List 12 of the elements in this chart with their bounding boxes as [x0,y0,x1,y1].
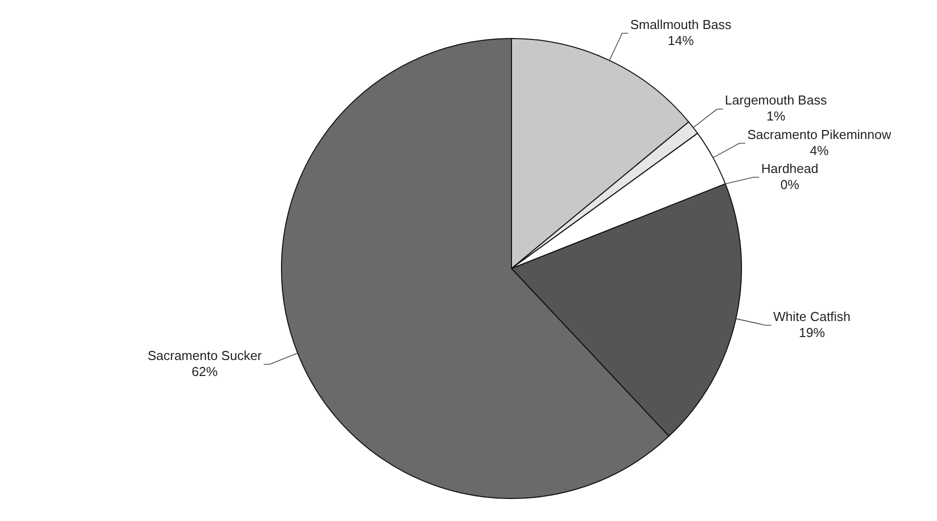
data-label: 62% [192,364,218,379]
slice-label: Sacramento Pikeminnow [747,126,892,142]
slice-label: Sacramento Sucker [148,348,262,363]
slice-label: Largemouth Bass [724,92,828,108]
data-label: 4% [810,142,830,158]
data-label: 1% [766,108,786,124]
category-label: Hardhead [761,160,818,176]
data-label: 19% [798,324,826,340]
slice-label: White Catfish [773,308,851,324]
text: 0% [780,176,800,192]
slice-label: Smallmouth Bass [630,16,732,32]
data-label: 14% [668,32,694,48]
